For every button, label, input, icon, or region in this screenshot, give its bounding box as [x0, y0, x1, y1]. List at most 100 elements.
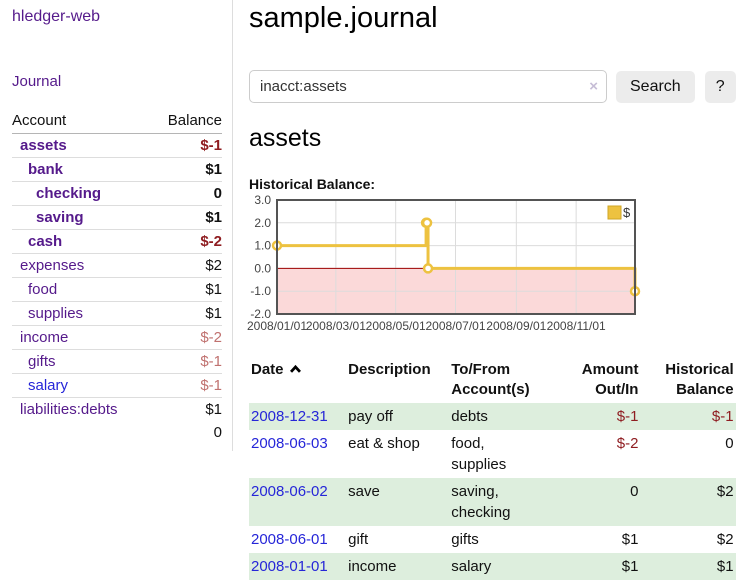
help-button[interactable]: ?	[704, 70, 736, 103]
accounts-header-balance: Balance	[150, 109, 222, 134]
app-title: hledger-web	[12, 8, 222, 26]
transactions-table: Date Description To/From Account(s) Amou…	[249, 358, 736, 581]
y-tick-label: 1.0	[254, 239, 271, 253]
transaction-date-cell: 2008-06-01	[249, 526, 346, 553]
account-link[interactable]: assets	[20, 137, 67, 154]
transaction-balance: $-1	[711, 408, 734, 426]
balance-chart-svg: $3.0 2.0 1.0 0.0 -1.0 -2.02008/01/012008/03/0…	[247, 193, 641, 333]
y-tick-label: 2.0	[254, 216, 271, 230]
transaction-date-link[interactable]: 2008-06-03	[251, 435, 328, 453]
y-tick-label: 0.0	[254, 262, 271, 276]
account-balance: $1	[150, 397, 222, 421]
transaction-balance: $2	[716, 483, 734, 501]
account-name-cell: assets	[12, 134, 151, 158]
account-link[interactable]: cash	[28, 233, 63, 250]
account-link[interactable]: salary	[28, 377, 69, 394]
x-tick-label: 2008/05/01	[366, 319, 426, 333]
account-row: salary $-1	[12, 373, 222, 398]
account-name-cell: saving	[12, 205, 151, 230]
transaction-amount: $-1	[616, 408, 639, 426]
col-header-balance: Historical Balance	[665, 361, 734, 398]
account-link[interactable]: food	[28, 281, 58, 298]
transaction-date-link[interactable]: 2008-01-01	[251, 558, 328, 576]
account-heading: assets	[249, 124, 322, 153]
account-balance: $-1	[150, 373, 222, 398]
search-form: × Search ?	[249, 70, 736, 104]
account-balance: $1	[150, 205, 222, 230]
account-row: supplies $1	[12, 301, 222, 326]
accounts-total-row: 0	[12, 421, 222, 445]
transaction-amount: 0	[630, 483, 639, 501]
account-link[interactable]: checking	[36, 185, 102, 202]
account-link[interactable]: expenses	[20, 257, 85, 274]
transaction-description: eat & shop	[348, 435, 420, 453]
account-name-cell: supplies	[12, 301, 151, 326]
account-link[interactable]: gifts	[28, 353, 56, 370]
col-header-accounts: To/From Account(s)	[451, 361, 530, 398]
transaction-amount: $1	[621, 558, 639, 576]
historical-balance-chart: $3.0 2.0 1.0 0.0 -1.0 -2.0 2008/01/01 2008/03/0…	[247, 193, 736, 338]
data-point	[421, 217, 433, 229]
account-name-cell: bank	[12, 157, 151, 182]
account-balance: $1	[150, 301, 222, 326]
x-tick-label: 2008/11/01	[547, 319, 606, 333]
account-balance: $-1	[200, 137, 222, 154]
sidebar-item-journal[interactable]: Journal	[12, 73, 62, 90]
account-link[interactable]: supplies	[28, 305, 84, 322]
page-title: sample.journal	[249, 2, 438, 34]
transaction-date-link[interactable]: 2008-06-01	[251, 531, 328, 549]
search-button[interactable]: Search	[616, 70, 695, 103]
account-balance: $1	[150, 157, 222, 182]
accounts-rows: assets $-1 bank $1 checking 0 saving $1 cash $-2 e…	[12, 134, 222, 421]
account-balance: $-2	[150, 229, 222, 254]
account-link[interactable]: income	[20, 329, 69, 346]
transaction-accounts: food, supplies	[451, 435, 507, 474]
accounts-header-row: Account Balance	[12, 109, 222, 134]
account-link[interactable]: liabilities:debts	[20, 401, 118, 418]
y-tick-label: -2.0	[250, 307, 271, 321]
accounts-header-account: Account	[12, 109, 151, 134]
account-name-cell: gifts	[12, 349, 151, 374]
x-tick-label: 2008/03/01	[306, 319, 366, 333]
transaction-amount: $-2	[616, 435, 639, 453]
transactions-header-row: Date Description To/From Account(s) Amou…	[249, 358, 736, 403]
account-row: food $1	[12, 277, 222, 302]
account-row: gifts $-1	[12, 349, 222, 374]
account-name-cell: checking	[12, 181, 151, 206]
y-tick-label: 3.0	[254, 193, 271, 207]
transaction-date-cell: 2008-01-01	[249, 553, 346, 580]
accounts-table: Account Balance assets $-1 bank $1 checking 0…	[12, 109, 222, 445]
transaction-accounts: gifts	[451, 531, 479, 549]
transaction-row: 2008-01-01 income salary $1 $1	[249, 553, 736, 581]
transaction-description: gift	[348, 531, 369, 549]
col-header-date[interactable]: Date	[249, 358, 346, 403]
app-title-link[interactable]: hledger-web	[12, 8, 101, 25]
transaction-balance: 0	[725, 435, 734, 453]
account-balance: $-2	[150, 325, 222, 350]
transaction-date-link[interactable]: 2008-06-02	[251, 483, 328, 501]
main-content: sample.journal × Search ? assets Histori…	[233, 0, 742, 581]
account-link[interactable]: bank	[28, 161, 64, 178]
account-row: bank $1	[12, 157, 222, 182]
transaction-description: income	[348, 558, 397, 576]
transaction-date-link[interactable]: 2008-12-31	[251, 408, 328, 426]
account-row: checking 0	[12, 181, 222, 206]
account-name-cell: cash	[12, 229, 151, 254]
transaction-row: 2008-12-31 pay off debts $-1 $-1	[249, 403, 736, 431]
transaction-row: 2008-06-02 save saving, checking 0 $2	[249, 478, 736, 527]
transaction-amount: $1	[621, 531, 639, 549]
x-tick-label: 2008/01/01	[247, 319, 307, 333]
transaction-description: pay off	[348, 408, 393, 426]
clear-search-icon[interactable]: ×	[589, 78, 598, 96]
sort-ascending-icon	[289, 361, 302, 381]
account-link[interactable]: saving	[36, 209, 84, 226]
account-row: liabilities:debts $1	[12, 397, 222, 421]
transaction-balance: $2	[716, 531, 734, 549]
data-point	[422, 263, 434, 274]
search-input[interactable]	[249, 70, 607, 104]
account-row: expenses $2	[12, 253, 222, 278]
search-input-wrap: ×	[249, 70, 607, 104]
account-balance: $-1	[150, 349, 222, 374]
account-name-cell: food	[12, 277, 151, 302]
